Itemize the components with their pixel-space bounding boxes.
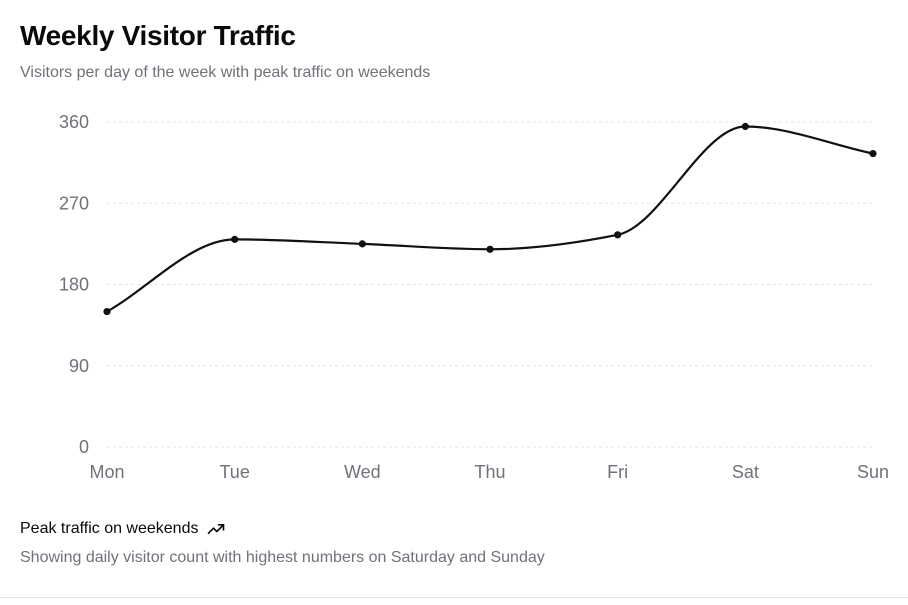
data-point: [103, 307, 111, 316]
data-point: [358, 240, 366, 248]
x-tick-label: Sun: [857, 462, 889, 482]
series-line: [106, 125, 874, 313]
chart-title: Weekly Visitor Traffic: [20, 20, 296, 51]
x-tick-label: Sat: [732, 462, 759, 482]
x-tick-label: Fri: [607, 462, 628, 482]
x-tick-label: Tue: [219, 462, 249, 482]
footer-description: Showing daily visitor count with highest…: [20, 549, 545, 566]
footer-headline: Peak traffic on weekends: [20, 520, 199, 537]
data-point: [869, 149, 877, 158]
chart-subtitle: Visitors per day of the week with peak t…: [20, 64, 431, 81]
y-tick-label: 270: [59, 193, 89, 213]
x-tick-label: Thu: [474, 462, 505, 482]
data-point: [614, 231, 622, 239]
y-tick-label: 180: [59, 275, 89, 295]
line-chart: 0 90 180 270 360 Mon Tue Wed Thu Fri Sat Sun: [59, 112, 889, 482]
data-point: [231, 235, 239, 243]
x-tick-label: Mon: [89, 462, 124, 482]
data-point: [486, 245, 494, 253]
x-tick-label: Wed: [344, 462, 381, 482]
y-tick-label: 360: [59, 112, 89, 132]
y-tick-label: 90: [69, 356, 89, 376]
y-tick-label: 0: [79, 437, 89, 457]
footer-headline-row: Peak traffic on weekends: [20, 519, 226, 539]
data-point: [741, 122, 749, 131]
trending-up-icon: [208, 524, 225, 534]
